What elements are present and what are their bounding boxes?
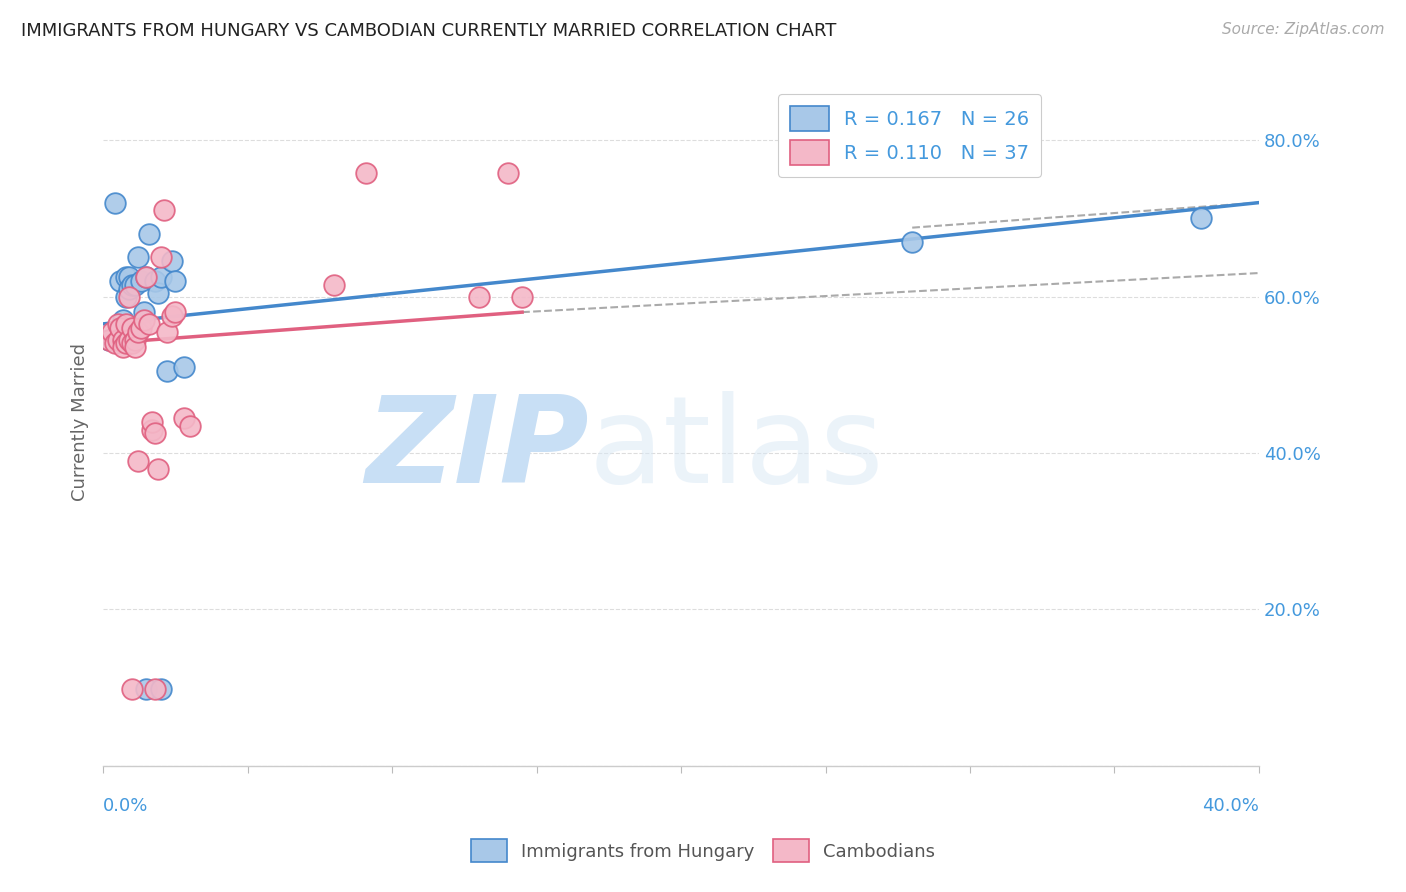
Point bbox=[146, 461, 169, 475]
Point bbox=[135, 269, 157, 284]
Legend: R = 0.167   N = 26, R = 0.110   N = 37: R = 0.167 N = 26, R = 0.110 N = 37 bbox=[779, 94, 1042, 178]
Point bbox=[115, 317, 138, 331]
Point bbox=[124, 340, 146, 354]
Point bbox=[468, 289, 491, 303]
Point bbox=[132, 305, 155, 319]
Text: 40.0%: 40.0% bbox=[1202, 797, 1258, 814]
Point bbox=[510, 289, 533, 303]
Point bbox=[162, 254, 184, 268]
Point bbox=[115, 336, 138, 351]
Point bbox=[135, 269, 157, 284]
Point bbox=[107, 317, 129, 331]
Point bbox=[118, 333, 141, 347]
Point bbox=[129, 274, 152, 288]
Point bbox=[173, 359, 195, 374]
Legend: Immigrants from Hungary, Cambodians: Immigrants from Hungary, Cambodians bbox=[464, 832, 942, 870]
Point bbox=[496, 166, 519, 180]
Point bbox=[121, 277, 143, 292]
Point bbox=[104, 195, 127, 210]
Point bbox=[129, 320, 152, 334]
Point bbox=[354, 166, 377, 180]
Point bbox=[901, 235, 924, 249]
Point bbox=[107, 333, 129, 347]
Point bbox=[146, 285, 169, 300]
Point bbox=[127, 325, 149, 339]
Point bbox=[110, 274, 132, 288]
Y-axis label: Currently Married: Currently Married bbox=[72, 343, 89, 500]
Point bbox=[110, 320, 132, 334]
Point bbox=[323, 277, 346, 292]
Point bbox=[124, 333, 146, 347]
Point bbox=[118, 282, 141, 296]
Text: Source: ZipAtlas.com: Source: ZipAtlas.com bbox=[1222, 22, 1385, 37]
Point bbox=[143, 682, 166, 697]
Point bbox=[97, 333, 120, 347]
Point bbox=[153, 203, 176, 218]
Point bbox=[141, 415, 163, 429]
Point bbox=[121, 333, 143, 347]
Point bbox=[121, 336, 143, 351]
Point bbox=[115, 269, 138, 284]
Point bbox=[112, 333, 135, 347]
Point bbox=[143, 426, 166, 441]
Point bbox=[118, 289, 141, 303]
Point bbox=[118, 269, 141, 284]
Point bbox=[121, 682, 143, 697]
Point bbox=[121, 320, 143, 334]
Point bbox=[149, 269, 172, 284]
Point bbox=[132, 313, 155, 327]
Point bbox=[156, 364, 179, 378]
Point bbox=[112, 313, 135, 327]
Point bbox=[143, 274, 166, 288]
Point bbox=[135, 682, 157, 697]
Text: IMMIGRANTS FROM HUNGARY VS CAMBODIAN CURRENTLY MARRIED CORRELATION CHART: IMMIGRANTS FROM HUNGARY VS CAMBODIAN CUR… bbox=[21, 22, 837, 40]
Point bbox=[124, 277, 146, 292]
Point bbox=[149, 682, 172, 697]
Text: ZIP: ZIP bbox=[364, 391, 589, 508]
Point bbox=[165, 305, 187, 319]
Point bbox=[162, 309, 184, 323]
Point bbox=[1189, 211, 1212, 226]
Text: atlas: atlas bbox=[589, 391, 884, 508]
Point bbox=[156, 325, 179, 339]
Text: 0.0%: 0.0% bbox=[103, 797, 149, 814]
Point bbox=[173, 410, 195, 425]
Point bbox=[165, 274, 187, 288]
Point bbox=[107, 333, 129, 347]
Point bbox=[112, 340, 135, 354]
Point bbox=[127, 251, 149, 265]
Point bbox=[149, 251, 172, 265]
Point bbox=[101, 325, 124, 339]
Point bbox=[138, 227, 160, 241]
Point bbox=[127, 454, 149, 468]
Point bbox=[141, 423, 163, 437]
Point bbox=[104, 336, 127, 351]
Point bbox=[138, 317, 160, 331]
Point bbox=[179, 418, 201, 433]
Point bbox=[97, 333, 120, 347]
Point bbox=[115, 289, 138, 303]
